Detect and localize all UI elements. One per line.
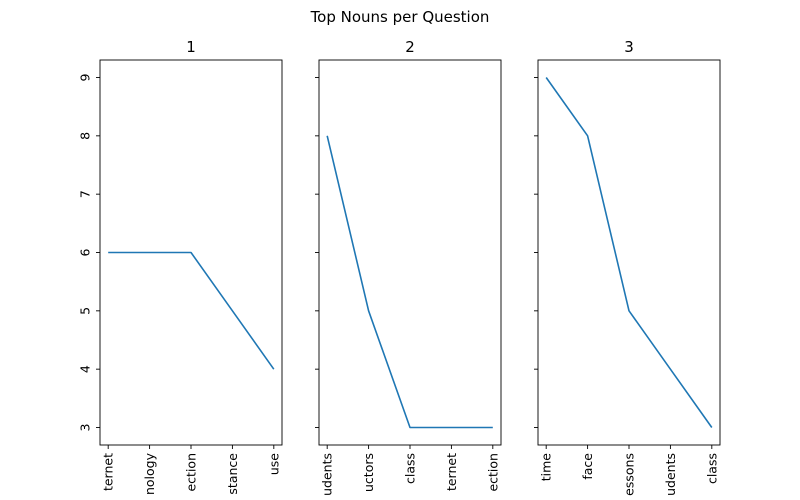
- y-tick-label: 9: [78, 73, 93, 81]
- series-line: [108, 251, 275, 370]
- x-tick-label: use: [266, 453, 281, 475]
- panel-3-title: 3: [624, 38, 634, 56]
- x-tick-label: udents: [663, 453, 678, 496]
- panel-1-title: 1: [186, 38, 196, 56]
- series-line: [326, 135, 493, 429]
- panel-2-frame: [318, 59, 502, 446]
- panel-2-title: 2: [405, 38, 415, 56]
- panel-3-frame: [537, 59, 721, 446]
- y-tick-label: 6: [78, 248, 93, 256]
- x-tick-label: ternet: [101, 453, 116, 491]
- x-tick-label: class: [403, 453, 418, 484]
- x-tick-label: essons: [622, 453, 637, 496]
- y-tick-label: 4: [78, 365, 93, 373]
- chart-panels: 1 3 4 5 6 7 8 9 ternet nology ection stance use 2 uden…: [78, 38, 721, 496]
- y-tick-label: 7: [78, 190, 93, 198]
- y-tick-label: 3: [78, 424, 93, 432]
- x-tick-label: ection: [485, 453, 500, 492]
- panel-1: 1 3 4 5 6 7 8 9 ternet nology ection stance use: [78, 38, 283, 495]
- x-tick-label: ection: [184, 453, 199, 492]
- y-tick-label: 8: [78, 132, 93, 140]
- x-tick-label: face: [580, 453, 595, 480]
- x-tick-label: class: [704, 453, 719, 484]
- x-tick-label: ternet: [444, 453, 459, 491]
- series-line: [545, 77, 713, 428]
- figure-suptitle: Top Nouns per Question: [310, 8, 490, 26]
- panel-2: 2 udents uctors class ternet ection: [315, 38, 502, 496]
- x-tick-label: udents: [320, 453, 335, 496]
- x-tick-label: stance: [225, 453, 240, 495]
- y-tick-label: 5: [78, 307, 93, 315]
- x-tick-label: nology: [142, 452, 157, 495]
- panel-3: 3 time face essons udents class: [534, 38, 721, 496]
- x-tick-label: time: [539, 453, 554, 482]
- x-tick-label: uctors: [361, 453, 376, 492]
